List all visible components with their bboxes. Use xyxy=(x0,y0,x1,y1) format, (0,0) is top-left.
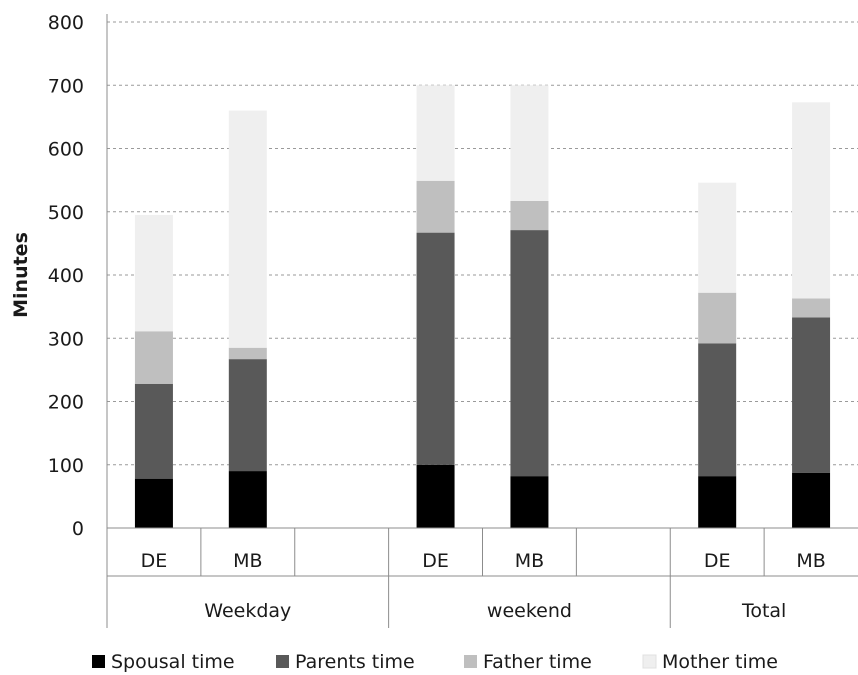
y-tick-label: 500 xyxy=(48,202,84,224)
legend: Spousal time Parents time Father time Mothe… xyxy=(92,651,778,673)
bar-segment xyxy=(416,464,455,528)
y-tick-label: 600 xyxy=(48,139,84,161)
bar-segment xyxy=(416,232,455,465)
legend-swatch xyxy=(276,655,289,668)
y-tick-label: 800 xyxy=(48,12,84,34)
legend-label: Parents time xyxy=(295,651,415,673)
x-category-label: DE xyxy=(422,550,449,572)
bar-segment xyxy=(228,359,267,472)
y-tick-label: 200 xyxy=(48,392,84,414)
bar-segment xyxy=(416,180,455,233)
bar-segment xyxy=(134,478,173,528)
x-category-label: MB xyxy=(233,550,262,572)
y-tick-label: 100 xyxy=(48,455,84,477)
x-category-label: DE xyxy=(704,550,731,572)
x-category-label: MB xyxy=(515,550,544,572)
bar-segment xyxy=(792,472,831,528)
legend-swatch xyxy=(92,655,105,668)
bar-segment xyxy=(228,471,267,528)
y-axis-label: Minutes xyxy=(10,232,32,318)
bar-segment xyxy=(510,85,549,201)
x-category-label: DE xyxy=(141,550,168,572)
y-tick-label: 400 xyxy=(48,265,84,287)
bar-segment xyxy=(134,331,173,384)
legend-swatch xyxy=(642,654,657,669)
bar-segment xyxy=(510,476,549,528)
bar-segment xyxy=(698,182,737,293)
bar-segment xyxy=(510,230,549,477)
bar-segment xyxy=(134,383,173,479)
y-tick-label: 0 xyxy=(72,518,84,540)
legend-label: Father time xyxy=(483,651,592,673)
bar-segment xyxy=(134,214,173,332)
bar-segment xyxy=(698,343,737,477)
bar-segment xyxy=(510,200,549,231)
bar-segment xyxy=(698,476,737,528)
bar-segment xyxy=(416,85,455,181)
bar-segment xyxy=(792,317,831,473)
y-axis-ticks: 0 100 200 300 400 500 600 700 800 xyxy=(48,12,108,540)
bars xyxy=(134,85,831,528)
gridlines xyxy=(107,21,858,466)
x-axis: DE MB DE MB DE MB Weekday weekend Total xyxy=(106,527,858,628)
y-tick-label: 700 xyxy=(48,75,84,97)
bar-segment xyxy=(792,298,831,318)
x-group-label: Weekday xyxy=(204,600,291,622)
x-group-label: Total xyxy=(741,600,786,622)
x-category-label: MB xyxy=(796,550,825,572)
bar-segment xyxy=(698,292,737,344)
legend-label: Mother time xyxy=(662,651,778,673)
bar-segment xyxy=(228,347,267,360)
legend-swatch xyxy=(464,655,477,668)
y-tick-label: 300 xyxy=(48,328,84,350)
x-group-label: weekend xyxy=(487,600,572,622)
bar-segment xyxy=(792,102,831,299)
legend-label: Spousal time xyxy=(111,651,235,673)
bar-segment xyxy=(228,110,267,348)
